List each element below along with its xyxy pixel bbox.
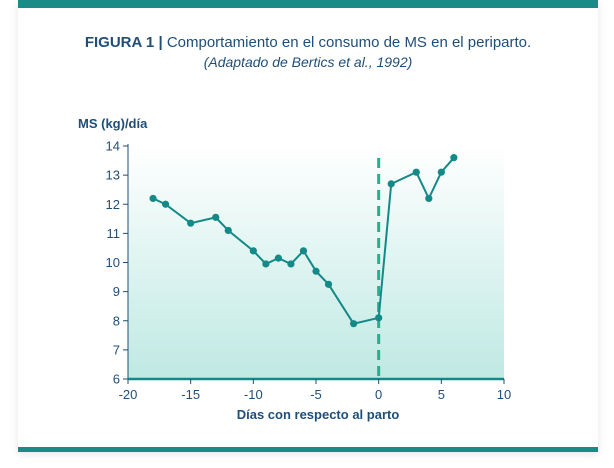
chart-marks [149,154,458,379]
x-tick-label: 0 [375,387,382,402]
data-point [149,194,157,203]
y-tick-label: 13 [106,168,120,183]
data-point [212,213,220,221]
y-tick-label: 9 [113,284,120,299]
data-point [324,280,333,288]
y-tick-label: 6 [113,372,120,387]
figure-card: FIGURA 1 | Comportamiento en el consumo … [18,0,598,452]
x-axis-title: Días con respecto al parto [237,407,400,422]
data-point [375,314,383,322]
y-tick-label: 14 [106,139,120,154]
plot-background [128,146,504,379]
y-tick-label: 10 [106,255,120,270]
data-point [187,219,195,227]
x-tick-label: -15 [181,387,200,402]
y-tick-label: 12 [106,197,120,212]
bottom-accent-bar [18,447,598,452]
top-accent-bar [18,0,598,8]
x-tick-label: 10 [497,387,511,402]
x-tick-label: -5 [310,387,322,402]
y-axis-title: MS (kg)/día [78,116,148,131]
data-point [412,168,420,176]
chart: 6 7 8 9 10 11 12 13 14 -20 -15 -10 -5 0 5 10 MS (kg)/dí… [78,116,512,422]
data-point [287,260,295,268]
figure-title-text: Comportamiento en el consumo de MS en el… [166,34,532,51]
data-point [450,154,458,162]
y-tick-label: 11 [107,226,121,241]
y-tick-label: 7 [113,342,120,357]
axes: 6 7 8 9 10 11 12 13 14 -20 -15 -10 -5 0 5 10 [106,139,512,403]
figure-label: FIGURA 1 | [84,34,163,51]
data-point [224,226,232,235]
figure-title: FIGURA 1 | Comportamiento en el consumo … [18,34,598,51]
data-point [162,200,170,208]
x-tick-label: 5 [438,387,445,402]
data-point [312,267,320,275]
data-point [274,254,282,262]
figure-subtitle: (Adaptado de Bertics et al., 1992) [203,54,413,70]
y-tick-label: 8 [113,313,120,328]
x-tick-label: -20 [119,387,138,402]
data-point [249,247,257,255]
data-point [387,180,395,188]
data-point [425,194,433,203]
data-point [350,320,358,328]
data-point [262,260,270,268]
data-point [299,247,308,255]
x-tick-label: -10 [244,387,263,402]
data-point [437,168,445,176]
